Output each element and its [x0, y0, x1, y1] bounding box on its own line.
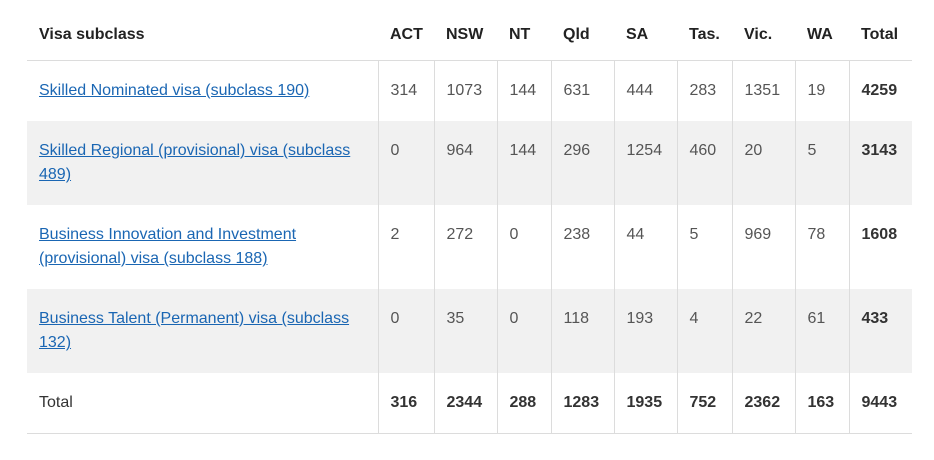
total-nsw: 2344: [434, 373, 498, 434]
cell-act: 0: [378, 289, 435, 373]
cell-act: 0: [378, 121, 435, 205]
cell-sa: 193: [614, 289, 678, 373]
cell-nsw: 35: [434, 289, 498, 373]
cell-sa: 1254: [614, 121, 678, 205]
header-tas: Tas.: [677, 10, 732, 61]
total-wa: 163: [795, 373, 850, 434]
visa-link-subclass-190[interactable]: Skilled Nominated visa (subclass 190): [39, 82, 310, 99]
total-qld: 1283: [551, 373, 615, 434]
cell-tas: 283: [677, 60, 733, 121]
cell-row-total: 3143: [849, 121, 912, 205]
cell-vic: 22: [732, 289, 796, 373]
visa-name-cell: Skilled Regional (provisional) visa (sub…: [27, 121, 379, 205]
table-row: Skilled Regional (provisional) visa (sub…: [27, 121, 912, 205]
visa-allocation-table: Visa subclass ACT NSW NT Qld SA Tas. Vic…: [27, 10, 912, 434]
visa-name-cell: Business Innovation and Investment (prov…: [27, 205, 379, 289]
cell-qld: 296: [551, 121, 615, 205]
cell-wa: 5: [795, 121, 850, 205]
total-tas: 752: [677, 373, 733, 434]
total-row: Total 316 2344 288 1283 1935 752 2362 16…: [27, 373, 912, 434]
visa-name-cell: Business Talent (Permanent) visa (subcla…: [27, 289, 379, 373]
cell-qld: 118: [551, 289, 615, 373]
cell-sa: 44: [614, 205, 678, 289]
cell-nt: 144: [497, 121, 552, 205]
header-wa: WA: [795, 10, 849, 61]
total-vic: 2362: [732, 373, 796, 434]
header-total: Total: [849, 10, 912, 61]
cell-vic: 20: [732, 121, 796, 205]
header-nt: NT: [497, 10, 551, 61]
cell-wa: 61: [795, 289, 850, 373]
cell-act: 2: [378, 205, 435, 289]
cell-qld: 631: [551, 60, 615, 121]
total-nt: 288: [497, 373, 552, 434]
cell-tas: 4: [677, 289, 733, 373]
cell-tas: 460: [677, 121, 733, 205]
visa-link-subclass-489[interactable]: Skilled Regional (provisional) visa (sub…: [39, 142, 351, 183]
cell-row-total: 433: [849, 289, 912, 373]
grand-total: 9443: [849, 373, 912, 434]
header-nsw: NSW: [434, 10, 497, 61]
cell-qld: 238: [551, 205, 615, 289]
header-qld: Qld: [551, 10, 614, 61]
cell-vic: 1351: [732, 60, 796, 121]
cell-act: 314: [378, 60, 435, 121]
visa-name-cell: Skilled Nominated visa (subclass 190): [27, 60, 379, 121]
header-sa: SA: [614, 10, 677, 61]
cell-wa: 78: [795, 205, 850, 289]
visa-table-container: Visa subclass ACT NSW NT Qld SA Tas. Vic…: [27, 10, 912, 434]
header-act: ACT: [378, 10, 434, 61]
cell-nt: 144: [497, 60, 552, 121]
table-row: Business Innovation and Investment (prov…: [27, 205, 912, 289]
cell-nt: 0: [497, 289, 552, 373]
table-row: Business Talent (Permanent) visa (subcla…: [27, 289, 912, 373]
cell-wa: 19: [795, 60, 850, 121]
total-label: Total: [27, 373, 379, 434]
cell-sa: 444: [614, 60, 678, 121]
table-row: Skilled Nominated visa (subclass 190) 31…: [27, 60, 912, 121]
header-row: Visa subclass ACT NSW NT Qld SA Tas. Vic…: [27, 10, 912, 61]
header-visa-subclass: Visa subclass: [27, 10, 378, 61]
visa-link-subclass-132[interactable]: Business Talent (Permanent) visa (subcla…: [39, 310, 350, 351]
total-act: 316: [378, 373, 435, 434]
total-sa: 1935: [614, 373, 678, 434]
cell-vic: 969: [732, 205, 796, 289]
cell-row-total: 4259: [861, 82, 898, 99]
cell-nsw: 964: [434, 121, 498, 205]
cell-row-total: 1608: [861, 226, 898, 243]
cell-nsw: 1073: [434, 60, 498, 121]
cell-nsw: 272: [434, 205, 498, 289]
visa-link-subclass-188[interactable]: Business Innovation and Investment (prov…: [39, 226, 297, 267]
header-vic: Vic.: [732, 10, 795, 61]
cell-nt: 0: [497, 205, 552, 289]
cell-tas: 5: [677, 205, 733, 289]
